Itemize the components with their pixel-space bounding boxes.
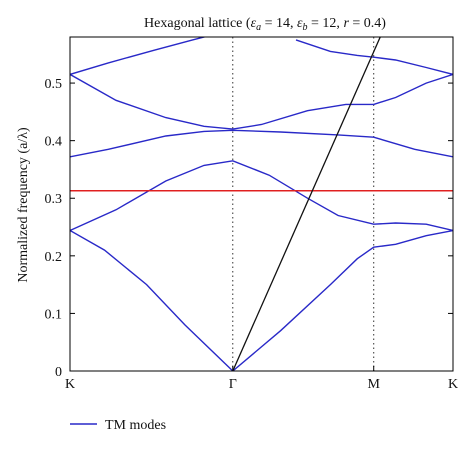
title-r-value: = 0.4) — [349, 16, 386, 31]
x-tick-label: K — [65, 377, 75, 392]
y-tick-label: 0.4 — [45, 135, 63, 150]
tm-band-line — [70, 229, 453, 371]
title-epsilon-a-value: = 14, — [261, 16, 297, 31]
title-epsilon-b: ε — [297, 16, 303, 31]
y-tick-label: 0 — [55, 365, 62, 380]
tm-band-line — [70, 37, 207, 76]
title-prefix: Hexagonal lattice ( — [144, 16, 251, 31]
light-line — [232, 37, 381, 371]
axis-ticks: 0 0.1 0.2 0.3 0.4 0.5 K Γ M K — [45, 77, 459, 392]
plot-area — [69, 36, 454, 372]
title-r: r — [343, 16, 349, 31]
chart-title: Hexagonal lattice (εa = 14, εb = 12, r =… — [144, 16, 386, 33]
y-tick-label: 0.2 — [45, 250, 63, 265]
axes-frame — [69, 36, 454, 372]
y-tick-label: 0.5 — [45, 77, 63, 92]
legend-label: TM modes — [105, 418, 166, 433]
legend: TM modes — [70, 418, 166, 433]
tm-band-line — [295, 39, 453, 76]
x-tick-label: M — [367, 377, 380, 392]
y-tick-label: 0.1 — [45, 307, 63, 322]
x-tick-label: Γ — [229, 377, 237, 392]
title-epsilon-b-sub: b — [303, 22, 308, 33]
x-tick-label: K — [448, 377, 458, 392]
tm-band-line — [70, 160, 453, 232]
y-tick-label: 0.3 — [45, 192, 63, 207]
y-axis-label: Normalized frequency (a/λ) — [16, 127, 31, 283]
title-epsilon-a-sub: a — [256, 22, 261, 33]
title-epsilon-a: ε — [251, 16, 257, 31]
tm-band-line — [70, 129, 453, 158]
title-epsilon-b-value: = 12, — [308, 16, 344, 31]
tm-band-line — [70, 73, 453, 130]
